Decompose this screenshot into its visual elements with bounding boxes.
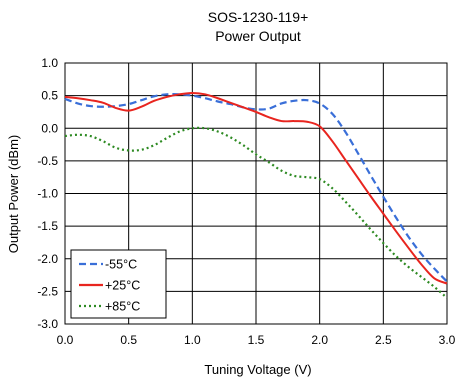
y-tick-label: -1.5: [37, 219, 58, 233]
x-tick-label: 0.5: [120, 333, 137, 347]
legend-label: +85°C: [105, 300, 140, 314]
x-tick-label: 1.5: [248, 333, 265, 347]
x-tick-label: 2.0: [311, 333, 328, 347]
chart-title: SOS-1230-119+: [208, 9, 309, 25]
y-tick-label: -2.0: [37, 252, 58, 266]
tick-labels: 0.0 0.5 1.0 1.5 2.0 2.5 3.0 1.0 0.5 0.0 -0.5 -1.0 -1…: [37, 56, 455, 347]
x-tick-label: 2.5: [375, 333, 392, 347]
x-tick-label: 1.0: [184, 333, 201, 347]
legend-label: -55°C: [105, 258, 137, 272]
y-tick-label: -0.5: [37, 154, 58, 168]
y-tick-label: -3.0: [37, 317, 58, 331]
series-line-2: [64, 92, 448, 285]
x-axis-label: Tuning Voltage (V): [204, 362, 311, 377]
chart-subtitle: Power Output: [215, 28, 301, 44]
y-tick-label: -1.0: [37, 187, 58, 201]
y-tick-label: -2.5: [37, 284, 58, 298]
series-line-1: [64, 93, 448, 283]
series-layer: [64, 92, 448, 299]
legend-label: +25°C: [105, 279, 140, 293]
y-axis-label: Output Power (dBm): [6, 135, 21, 254]
x-tick-label: 3.0: [439, 333, 456, 347]
series-line-3: [64, 126, 448, 299]
y-tick-label: 1.0: [41, 56, 58, 70]
y-tick-label: 0.5: [41, 89, 58, 103]
x-tick-label: 0.0: [57, 333, 74, 347]
legend: -55°C +25°C +85°C: [70, 249, 167, 319]
y-tick-label: 0.0: [41, 121, 58, 135]
